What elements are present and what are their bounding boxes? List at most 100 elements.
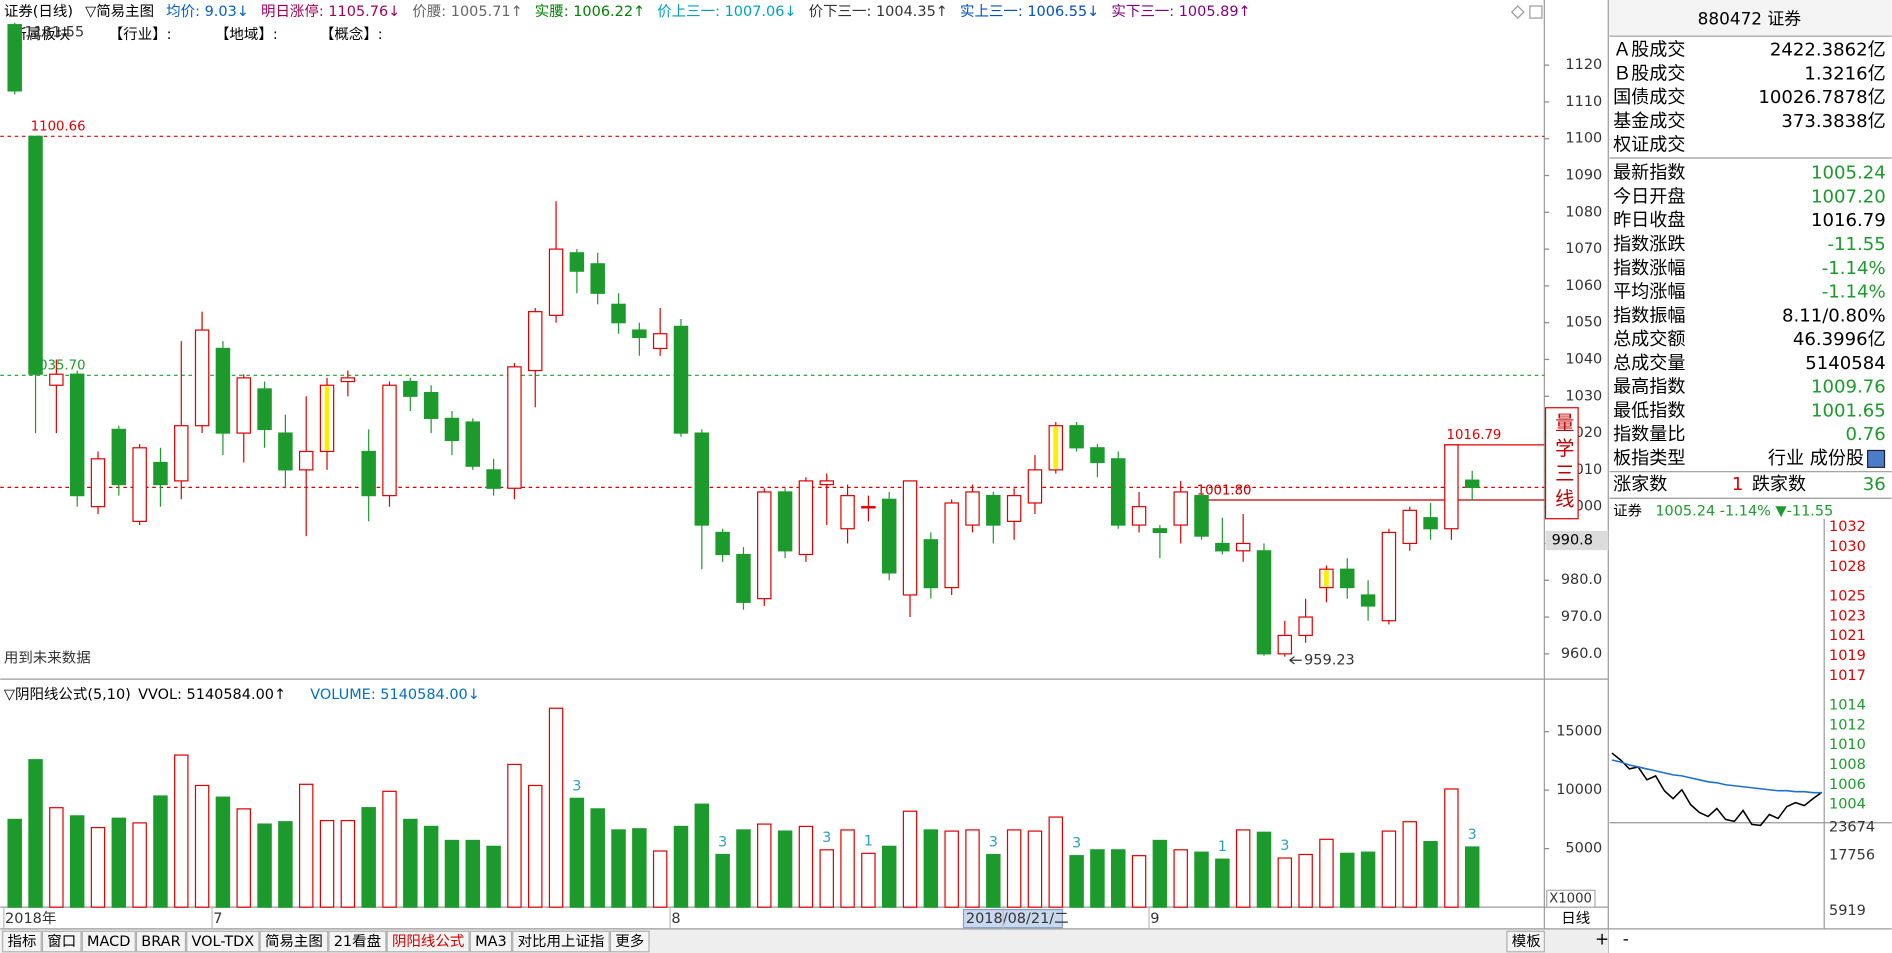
volume-bar: [1235, 829, 1251, 908]
volume-bar: [215, 796, 231, 908]
volume-bar: [423, 825, 439, 908]
candle-body: [382, 384, 397, 497]
info-label: 国债成交: [1613, 87, 1685, 108]
tab-label: 阴阳线公式: [392, 933, 464, 950]
tab-label: MA3: [475, 934, 507, 950]
high-label: 1131.55: [24, 25, 84, 41]
candle-body: [444, 417, 460, 442]
volume-bar: [944, 830, 959, 908]
candle-body: [569, 252, 585, 272]
mini-volume-label: 23674: [1829, 820, 1875, 836]
volume-bar: [28, 759, 43, 908]
candle-body: [1402, 509, 1417, 545]
candle-body: [777, 491, 793, 552]
volume-bar: [798, 825, 814, 908]
volume-bar: [465, 839, 481, 908]
info-value: 0.76: [1845, 424, 1885, 445]
window-icon[interactable]: [1529, 5, 1543, 19]
candle-body: [590, 263, 605, 294]
volume-bar: [132, 822, 147, 908]
mini-line: [1611, 759, 1822, 794]
info-value: -1.14%: [1822, 258, 1886, 279]
candle-body: [1277, 634, 1293, 655]
tab[interactable]: [469, 930, 513, 953]
volume-bar: [569, 797, 585, 908]
volume-bar: [507, 763, 522, 908]
y-tick-label: 1080: [1565, 204, 1602, 220]
template-button[interactable]: [1506, 930, 1545, 953]
diamond-icon[interactable]: [1510, 5, 1525, 19]
volume-bar: [1319, 838, 1334, 908]
indicator-item: ▽简易主图: [85, 3, 154, 20]
tab[interactable]: [81, 930, 136, 953]
candle-body: [652, 333, 668, 350]
volume-bar: [923, 829, 939, 908]
tab[interactable]: [259, 930, 329, 953]
candle-body: [403, 380, 418, 397]
tab-label: MACD: [87, 934, 130, 950]
candle-highlight: [1053, 426, 1059, 469]
info-label: 平均涨幅: [1613, 282, 1685, 303]
info-label: 指数振幅: [1613, 305, 1685, 326]
side-box[interactable]: [1544, 407, 1579, 520]
candle-body: [1090, 447, 1105, 464]
tab[interactable]: [2, 930, 42, 953]
signal-label: 3: [1468, 827, 1477, 843]
candle-body: [486, 469, 501, 489]
tab[interactable]: [135, 930, 187, 953]
tab[interactable]: [41, 930, 82, 953]
cursor-value: 990.8: [1552, 533, 1593, 549]
volume-bar: [194, 784, 210, 908]
candle-body: [1360, 594, 1376, 607]
zoom-button[interactable]: +: [1595, 929, 1609, 949]
candle-body: [965, 491, 980, 526]
volume-bar: [1090, 849, 1105, 908]
y-tick-label: 5000: [1565, 841, 1602, 857]
y-tick-label: 1120: [1565, 57, 1602, 73]
candle-body: [715, 531, 730, 556]
volume-bar: [174, 754, 189, 908]
info-value: 10026.7878亿: [1758, 87, 1885, 108]
x-tick-label: 8: [671, 911, 680, 927]
volume-bar: [1027, 830, 1043, 908]
volume-bar: [652, 850, 668, 908]
tab[interactable]: [328, 930, 387, 953]
low-label: 959.23: [1304, 652, 1355, 668]
candle-body: [1423, 517, 1438, 530]
tab-label: 对比用上证指: [518, 933, 605, 950]
indicator-item: 实下三一: 1005.89↑: [1111, 3, 1250, 20]
tab-label: 窗口: [47, 932, 76, 950]
reference-label: 1100.66: [31, 120, 86, 135]
mini-volume-label: 5919: [1829, 903, 1866, 919]
tab[interactable]: [512, 930, 610, 953]
info-label: 最低指数: [1613, 400, 1685, 421]
info-value: -1.14%: [1822, 282, 1886, 303]
info-value: 5140584: [1805, 353, 1886, 374]
candle-body: [1235, 542, 1251, 552]
mini-line: [1611, 752, 1823, 827]
y-tick-label: 1040: [1565, 351, 1602, 367]
volume-bar: [49, 807, 64, 908]
tab[interactable]: [609, 930, 650, 953]
x-tick-label: 2018/08/21/二: [966, 911, 1069, 927]
info-value: 1007.20: [1811, 186, 1886, 207]
y-tick-label: 960.0: [1561, 646, 1602, 662]
candle-body: [278, 432, 293, 471]
info-label: 总成交额: [1613, 329, 1685, 350]
info-label: Ｂ股成交: [1613, 63, 1685, 84]
candle-body: [548, 248, 564, 316]
tab[interactable]: [186, 930, 260, 953]
tab[interactable]: [386, 930, 470, 953]
reference-label: 1035.70: [31, 359, 86, 374]
volume-bar: [1298, 853, 1313, 908]
mini-title: 证券: [1613, 502, 1642, 519]
volume-bar: [590, 808, 605, 908]
volume-bar: [1069, 855, 1084, 908]
volume-bar: [236, 808, 251, 908]
volume-bar: [548, 707, 564, 908]
candle-body: [423, 391, 439, 419]
zoom-button[interactable]: -: [1623, 929, 1629, 949]
note: 用到未来数据: [4, 650, 91, 667]
candle-body: [673, 325, 689, 434]
